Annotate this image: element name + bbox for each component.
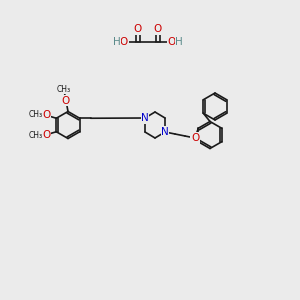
Text: N: N	[141, 113, 149, 123]
Text: CH₃: CH₃	[28, 110, 42, 119]
Text: O: O	[134, 24, 142, 34]
Text: O: O	[42, 110, 50, 120]
Text: O: O	[120, 37, 128, 47]
Text: O: O	[191, 133, 199, 143]
Text: O: O	[168, 37, 176, 47]
Text: O: O	[154, 24, 162, 34]
Text: N: N	[161, 127, 169, 137]
Text: CH₃: CH₃	[28, 131, 42, 140]
Text: CH₃: CH₃	[57, 85, 71, 94]
Text: O: O	[62, 95, 70, 106]
Text: H: H	[175, 37, 183, 47]
Text: O: O	[42, 130, 50, 140]
Text: H: H	[113, 37, 121, 47]
